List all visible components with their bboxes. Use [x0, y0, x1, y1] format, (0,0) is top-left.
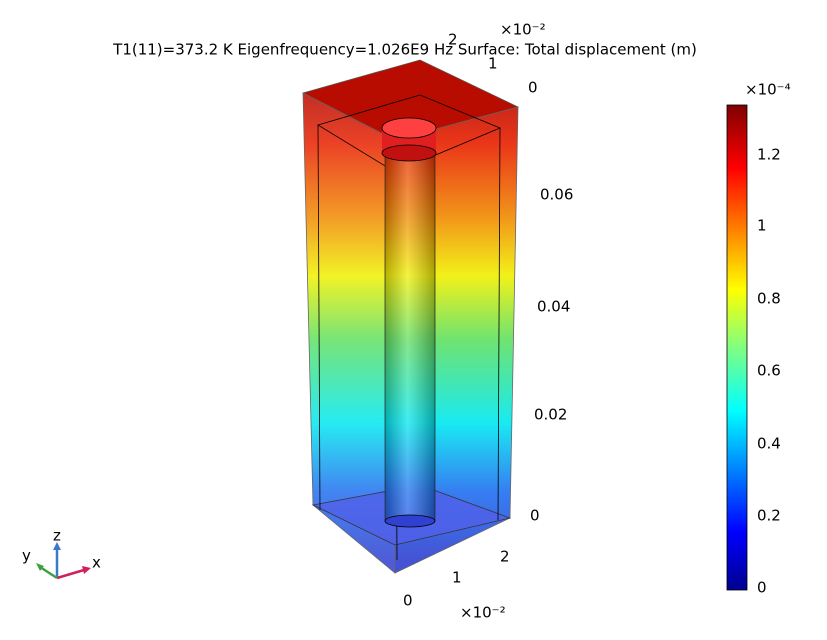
title: T1(11)=373.2 K Eigenfrequency=1.026E9 Hz…	[112, 41, 697, 59]
axis-triad: z y x	[22, 527, 101, 580]
colorbar-multiplier: ×10⁻⁴	[745, 81, 791, 99]
colorbar-tick: 0.2	[757, 507, 781, 525]
axis-labels: 0.06 0.04 0.02 0 0 1 2 ×10⁻² 2 1 0 ×10⁻²	[403, 21, 573, 622]
bottom-multiplier: ×10⁻²	[460, 604, 506, 622]
bottom-tick: 1	[452, 569, 462, 587]
z-tick: 0.06	[540, 186, 573, 204]
z-tick: 0.04	[537, 298, 570, 316]
bottom-tick: 0	[403, 592, 413, 610]
model	[301, 59, 520, 574]
top-tick: 0	[528, 79, 538, 97]
triad-label: x	[92, 554, 101, 572]
triad-label: z	[53, 527, 61, 545]
top-multiplier: ×10⁻²	[500, 21, 546, 39]
colorbar-tick: 0.6	[757, 362, 781, 380]
colorbar-tick: 0	[757, 579, 767, 597]
triad-label: y	[22, 547, 31, 565]
colorbar-tick: 0.4	[757, 435, 781, 453]
z-tick: 0.02	[534, 406, 567, 424]
z-tick: 0	[530, 507, 540, 525]
top-tick: 2	[448, 31, 458, 49]
top-tick: 1	[488, 55, 498, 73]
colorbar-scale	[726, 104, 748, 591]
colorbar: ×10⁻⁴ 1.2 1 0.8 0.6 0.4 0.2 0	[726, 81, 791, 597]
colorbar-tick: 0.8	[757, 290, 781, 308]
bottom-tick: 2	[500, 548, 510, 566]
colorbar-tick: 1.2	[757, 146, 781, 164]
colorbar-tick: 1	[757, 217, 767, 235]
